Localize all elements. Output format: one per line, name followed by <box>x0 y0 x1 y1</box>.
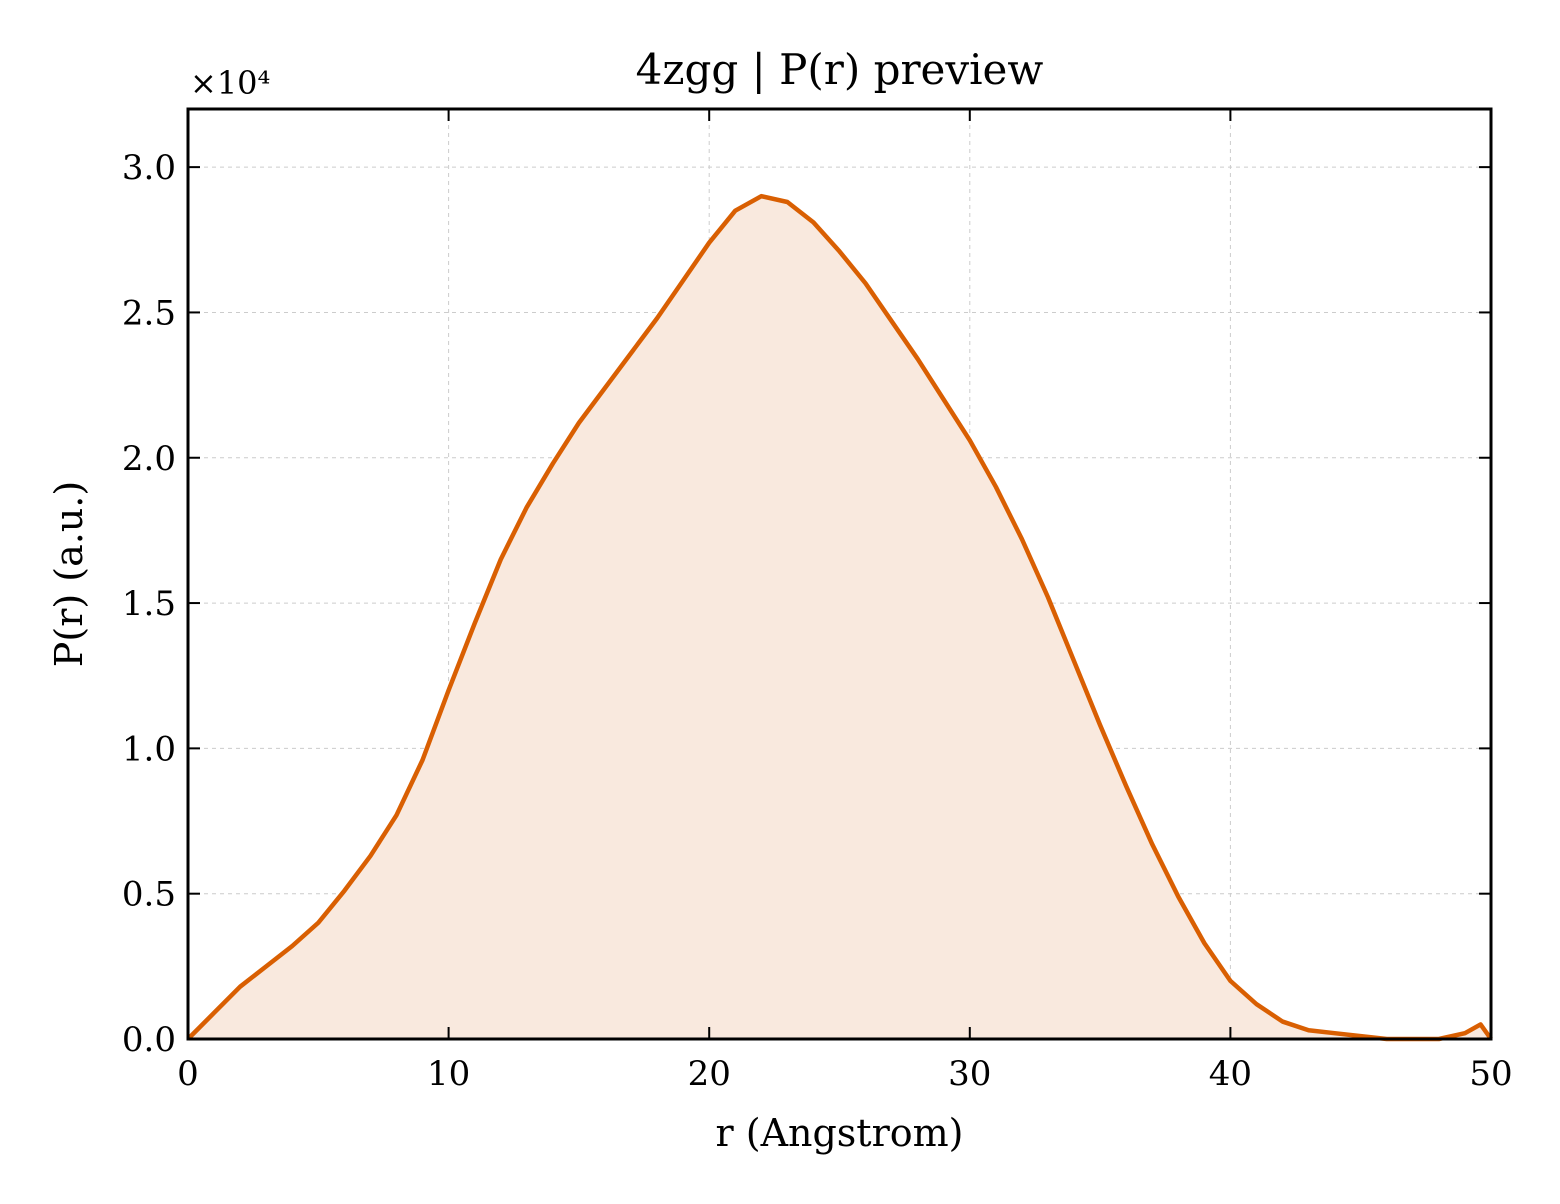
x-tick-label: 0 <box>177 1054 199 1094</box>
x-tick-label: 30 <box>948 1054 991 1094</box>
y-axis-title: P(r) (a.u.) <box>47 481 91 667</box>
x-tick-label: 40 <box>1209 1054 1252 1094</box>
y-tick-label: 3.0 <box>122 148 176 188</box>
y-tick-label: 0.0 <box>122 1020 176 1060</box>
y-tick-label: 2.0 <box>122 439 176 479</box>
x-tick-label: 10 <box>427 1054 470 1094</box>
chart-title: 4zgg | P(r) preview <box>636 45 1044 94</box>
x-axis-title: r (Angstrom) <box>716 1111 964 1155</box>
y-tick-label: 0.5 <box>122 875 176 915</box>
y-tick-label: 1.0 <box>122 729 176 769</box>
pr-area-fill <box>188 196 1491 1039</box>
y-axis-offset-label: ×10⁴ <box>190 64 270 102</box>
y-tick-label: 2.5 <box>122 293 176 333</box>
y-tick-label: 1.5 <box>122 584 176 624</box>
x-tick-label: 20 <box>688 1054 731 1094</box>
x-tick-label: 50 <box>1469 1054 1512 1094</box>
